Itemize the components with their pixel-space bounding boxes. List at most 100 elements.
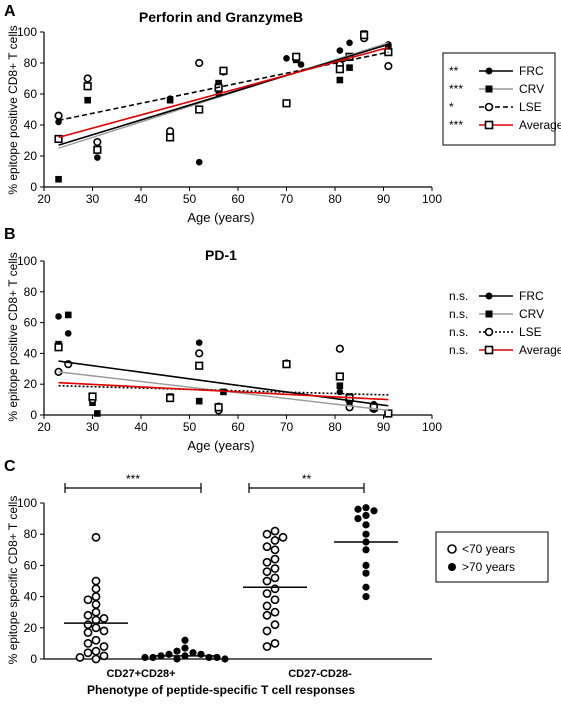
panel-a-legend: ** FRC *** CRV * LSE *** Average (449, 64, 561, 132)
panel-c-point (270, 536, 280, 545)
panel-c-legend-box (435, 531, 549, 583)
panel-b-y-tick-label: 80 (24, 285, 38, 299)
panel-a-legend-label: LSE (519, 100, 542, 114)
panel-c-point (99, 614, 109, 623)
panel-b-x-tick-label: 80 (328, 420, 342, 434)
panel-b-point-average (195, 361, 204, 370)
panel-c-y-tick-label: 40 (24, 590, 38, 604)
panel-b-legend-significance: n.s. (449, 325, 468, 339)
panel-c-y-tick-label: 0 (30, 652, 37, 666)
panel-a-y-tick-label: 60 (24, 87, 38, 101)
panel-b-fit-line-frc (58, 360, 389, 407)
panel-a-legend-marker-crv (485, 85, 493, 93)
panel-a-point-crv (84, 96, 91, 104)
panel-a-point-average (195, 105, 204, 114)
panel-a-legend-significance: ** (449, 64, 459, 78)
panel-c-point (362, 569, 370, 577)
panel-a-legend-box (442, 52, 556, 146)
panel-c-point (270, 584, 280, 594)
panel-c-point (270, 639, 280, 648)
panel-c-legend-label: <70 years (462, 542, 515, 556)
panel-a-x-tick-label: 40 (134, 192, 148, 206)
panel-c-point (270, 564, 280, 573)
panel-c-y-tick-label: 60 (24, 558, 38, 572)
panel-b-point-average (166, 393, 175, 403)
panel-b-x-tick-label: 70 (280, 420, 294, 434)
panel-a-legend-label: CRV (519, 82, 544, 96)
panel-c-point (189, 649, 197, 657)
panel-c-point (99, 626, 109, 636)
panel-c-legend-marker (448, 563, 456, 571)
panel-c-point (165, 650, 173, 658)
panel-b-point-frc (336, 388, 344, 396)
panel-b-title: PD-1 (205, 247, 237, 263)
panel-c-point (354, 515, 362, 523)
panel-c-point (91, 576, 101, 586)
panel-b-xlabel: Age (years) (187, 438, 254, 453)
panel-c-point (362, 504, 370, 512)
panel-c-point (91, 654, 101, 664)
panel-c-point (270, 620, 280, 630)
panel-b-point-crv (336, 382, 344, 390)
panel-a-title: Perforin and GranzymeB (139, 9, 303, 25)
panel-a-point-average (166, 133, 175, 142)
panel-c-point (91, 584, 101, 594)
panel-a-point-crv (55, 175, 62, 183)
panel-b-ylabel: % epitope positive CD8+ T cells (6, 252, 20, 421)
panel-a-point-crv (346, 64, 353, 71)
panel-b-point-lse (335, 344, 344, 353)
panel-a: A Perforin and GranzymeB % epitope posit… (4, 3, 561, 225)
panel-c-point (354, 505, 362, 513)
panel-a-point-lse (384, 61, 393, 71)
panel-b-legend-label: FRC (519, 289, 544, 303)
panel-b-legend-label: LSE (519, 325, 542, 339)
panel-b-legend-marker-lse (484, 327, 494, 337)
panel-a-legend-significance: * (449, 100, 454, 114)
panel-c-point (262, 601, 272, 611)
panel-b-legend-marker-crv (485, 310, 493, 318)
panel-c-y-tick-label: 100 (17, 496, 37, 510)
panel-b-point-crv (195, 397, 203, 405)
panel-b-point-crv (64, 311, 72, 319)
panel-c-point (213, 653, 221, 662)
panel-a-x-tick-label: 100 (422, 192, 442, 206)
panel-a-y-tick-label: 80 (24, 56, 38, 70)
panel-c-point (91, 635, 101, 645)
panel-a-ylabel: % epitope positive CD8+ T cells (6, 25, 20, 194)
panel-b-y-tick-label: 60 (24, 316, 38, 330)
panel-a-point-lse (54, 111, 63, 120)
panel-a-y-tick-label: 20 (24, 149, 38, 163)
panel-b-legend-significance: n.s. (449, 307, 468, 321)
panel-c-point (83, 648, 93, 658)
panel-a-y-tick-label: 100 (17, 25, 37, 39)
panel-c-point (83, 620, 93, 630)
panel-c-point (270, 573, 280, 583)
panel-c-point (362, 521, 370, 529)
panel-c-point (270, 595, 280, 605)
panel-b-legend-significance: n.s. (449, 289, 468, 303)
panel-c-y-tick-label: 20 (24, 621, 38, 635)
panel-b-y-tick-label: 40 (24, 346, 38, 360)
panel-b-x-tick-label: 40 (134, 420, 148, 434)
panel-c-point (362, 583, 370, 591)
panel-c-point (262, 642, 272, 651)
panel-c-point (99, 642, 109, 651)
panel-c-point (83, 595, 93, 605)
panel-c-point (91, 646, 101, 656)
panel-c-xlabel: Phenotype of peptide-specific T cell res… (87, 683, 355, 697)
panel-c-point (149, 653, 157, 662)
panel-b-point-average (335, 372, 344, 381)
panel-a-point-average (93, 145, 102, 154)
panel-b-y-tick-label: 0 (30, 408, 37, 422)
panel-a-legend-marker-frc (485, 67, 493, 75)
panel-b-y-tick-label: 20 (24, 377, 38, 391)
panel-c-point (91, 607, 101, 617)
panel-b-legend-label: Average (519, 343, 561, 357)
panel-b-point-crv (94, 410, 101, 417)
panel-c-point (262, 610, 272, 620)
panel-a-point-crv (215, 79, 222, 87)
panel-c-point (262, 567, 272, 577)
panel-c-point (181, 636, 189, 644)
panel-c-legend-marker (447, 544, 457, 554)
panel-c-point (270, 545, 280, 555)
